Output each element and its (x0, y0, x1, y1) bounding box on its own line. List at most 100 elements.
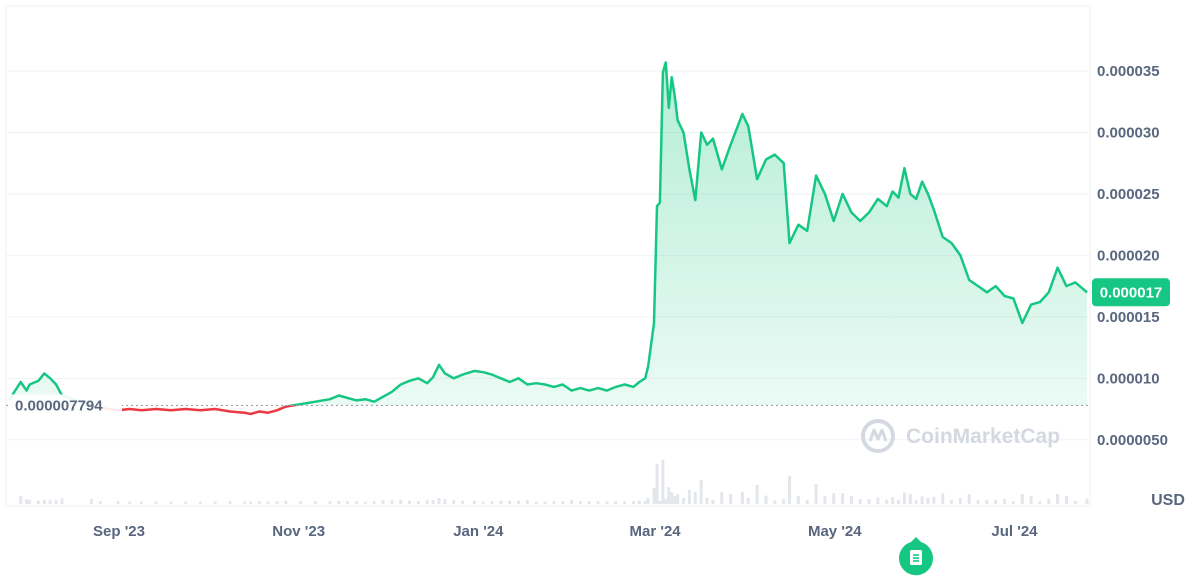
volume-bar (902, 492, 906, 504)
volume-bar (941, 493, 945, 504)
volume-bar (788, 476, 792, 504)
volume-bar (746, 498, 750, 504)
volume-bar (461, 500, 465, 504)
price-line-green (7, 61, 1088, 406)
current-price-text: 0.000017 (1100, 284, 1163, 301)
volume-bar (328, 501, 332, 504)
chart-border (5, 5, 1091, 507)
volume-bar (605, 501, 609, 504)
volume-bar (42, 499, 46, 504)
volume-bar (508, 500, 512, 504)
x-tick-label: May '24 (808, 523, 862, 540)
volume-bar (796, 496, 800, 504)
x-tick-label: Mar '24 (630, 523, 682, 540)
volume-bar (682, 498, 685, 504)
volume-bar (670, 492, 674, 504)
volume-bar (452, 500, 456, 504)
volume-bar (184, 501, 188, 504)
volume-bar (228, 501, 232, 504)
volume-bar (517, 500, 521, 504)
volume-bar (661, 459, 665, 504)
volume-bar (248, 501, 252, 504)
volume-bar (1085, 498, 1089, 504)
volume-bar (381, 500, 385, 504)
volume-bar (399, 499, 403, 504)
volume-bar (823, 496, 827, 504)
volume-bar (284, 500, 288, 504)
volume-bar (140, 501, 143, 504)
volume-bar (116, 501, 120, 504)
y-tick-label: 0.000025 (1097, 186, 1160, 203)
volume-bar (1073, 500, 1077, 504)
volume-bar (908, 493, 912, 504)
volume-bar (346, 501, 350, 504)
volume-bar (525, 500, 529, 504)
volume-bar (667, 487, 671, 504)
volume-bar (443, 499, 447, 504)
volume-bar (587, 501, 591, 504)
x-tick-label: Jul '24 (991, 523, 1038, 540)
volume-bar (355, 501, 359, 504)
volume-bar (932, 496, 936, 504)
volume-bar (623, 501, 627, 504)
y-tick-label: 0.000035 (1097, 63, 1160, 80)
watermark: CoinMarketCap (861, 419, 1060, 453)
volume-bar (552, 501, 556, 504)
volume-bar (891, 497, 895, 504)
reference-price-label: 0.000007794 (8, 394, 122, 417)
volume-bar (481, 501, 485, 504)
volume-bar (363, 501, 367, 504)
price-area-red (8, 405, 1088, 414)
volume-bar (561, 501, 565, 504)
document-icon (910, 550, 922, 565)
volume-bar (655, 464, 659, 504)
y-tick-label: 0.000015 (1097, 309, 1160, 326)
volume-bar (699, 480, 703, 504)
volume-bar (128, 501, 132, 504)
currency-unit: USD (1151, 492, 1185, 509)
price-line-red (87, 405, 301, 416)
y-tick-label: 0.000030 (1097, 124, 1160, 141)
volume-bar (275, 501, 279, 504)
volume-bar (693, 492, 697, 504)
y-tick-label: 0.0000050 (1097, 432, 1168, 449)
reference-price-text: 0.000007794 (15, 397, 103, 414)
volume-bar (54, 500, 58, 504)
current-price-badge: 0.000017 (1092, 278, 1170, 307)
volume-bar (266, 501, 270, 504)
y-axis-ticks: 0.0000050 0.000010 0.000015 0.000020 0.00002… (1097, 63, 1168, 449)
volume-bar (876, 497, 880, 504)
volume-bar (764, 495, 768, 504)
volume-bar (637, 500, 641, 504)
volume-bar (437, 498, 441, 504)
volume-bar (1064, 496, 1068, 504)
news-marker[interactable] (899, 537, 933, 576)
volume-bar (570, 500, 574, 504)
volume-bar (169, 501, 173, 504)
volume-bar (36, 500, 40, 504)
volume-bar (1038, 501, 1042, 504)
volume-bar (25, 499, 29, 504)
volume-bar (755, 484, 759, 504)
y-tick-label: 0.000010 (1097, 370, 1160, 387)
volume-bar (372, 501, 376, 504)
volume-bar (89, 498, 93, 504)
volume-bar (985, 500, 989, 504)
volume-bar (313, 501, 317, 504)
volume-bar (720, 492, 724, 504)
volume-bar (1047, 498, 1051, 504)
volume-bar (631, 501, 635, 504)
volume-bar (658, 500, 662, 504)
volume-bar (976, 500, 980, 504)
volume-bar (390, 500, 394, 504)
volume-bar (578, 501, 582, 504)
volume-bar (867, 499, 871, 504)
volume-bar (897, 500, 901, 504)
x-tick-label: Nov '23 (272, 523, 325, 540)
volume-bar (1056, 494, 1060, 504)
y-tick-label: 0.000020 (1097, 247, 1160, 264)
volume-bar (926, 498, 930, 504)
volume-bar (958, 498, 962, 504)
volume-bar (814, 484, 818, 504)
volume-bar (243, 501, 247, 504)
